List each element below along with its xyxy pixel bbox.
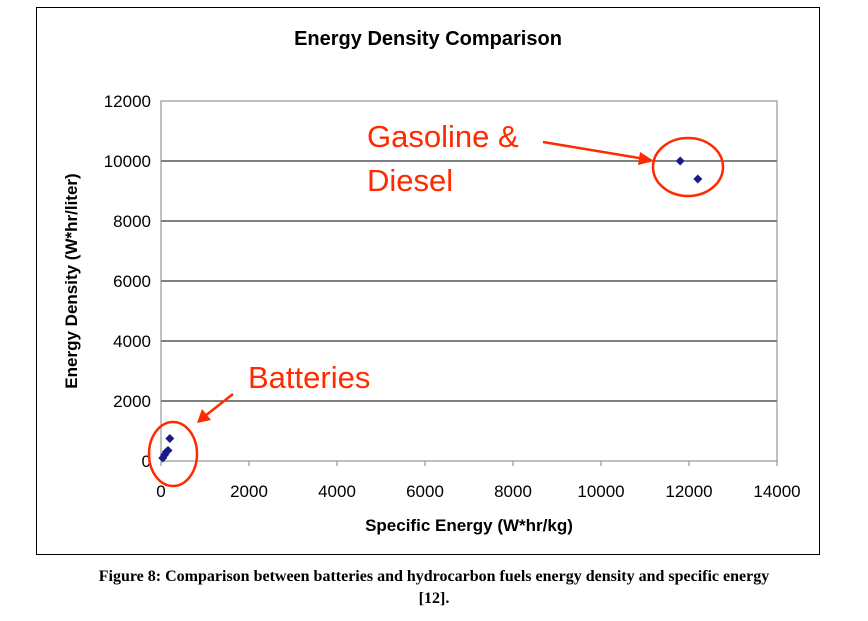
y-tick-label: 8000 — [113, 212, 151, 231]
batteries-circle — [147, 420, 199, 488]
data-points — [158, 156, 703, 463]
x-tick-label: 8000 — [494, 482, 532, 501]
x-tick-label: 6000 — [406, 482, 444, 501]
data-point — [163, 446, 173, 455]
data-point — [160, 450, 170, 460]
x-axis-ticks: 0 2000 4000 6000 8000 10000 12000 14000 — [156, 461, 801, 501]
batteries-arrow-head — [197, 409, 211, 423]
x-axis-label: Specific Energy (W*hr/kg) — [365, 516, 573, 535]
scatter-chart: Energy Density Comparison 0 2000 4000 6000 8… — [62, 28, 801, 535]
gasoline-annotation-line2: Diesel — [367, 163, 453, 198]
x-tick-label: 14000 — [753, 482, 800, 501]
data-point — [165, 434, 175, 443]
y-tick-label: 0 — [142, 452, 151, 471]
data-point — [693, 174, 703, 184]
chart-frame: Energy Density Comparison 0 2000 4000 6000 8… — [36, 7, 820, 555]
y-tick-label: 10000 — [104, 152, 151, 171]
y-tick-label: 6000 — [113, 272, 151, 291]
y-tick-label: 2000 — [113, 392, 151, 411]
gasoline-annotation-line1: Gasoline & — [367, 119, 519, 154]
chart-title: Energy Density Comparison — [294, 28, 562, 50]
y-tick-label: 4000 — [113, 332, 151, 351]
batteries-annotation: Batteries — [248, 360, 370, 395]
data-point — [675, 156, 685, 166]
annotations: Gasoline & Diesel Batteries — [147, 119, 725, 488]
figure-caption: Figure 8: Comparison between batteries a… — [0, 566, 868, 610]
x-tick-label: 2000 — [230, 482, 268, 501]
gasoline-arrow — [542, 140, 646, 161]
x-tick-label: 4000 — [318, 482, 356, 501]
x-tick-label: 0 — [156, 482, 165, 501]
gasoline-circle — [651, 136, 725, 198]
y-axis-ticks: 0 2000 4000 6000 8000 10000 12000 — [104, 92, 151, 471]
gridlines — [161, 160, 777, 402]
gasoline-arrow-head — [638, 152, 654, 165]
x-tick-label: 10000 — [577, 482, 624, 501]
x-tick-label: 12000 — [665, 482, 712, 501]
caption-line-1: Figure 8: Comparison between batteries a… — [98, 568, 770, 585]
y-tick-label: 12000 — [104, 92, 151, 111]
batteries-arrow — [204, 393, 234, 417]
y-axis-label: Energy Density (W*hr/liter) — [62, 173, 81, 388]
plot-area — [160, 100, 778, 462]
caption-line-2: [12]. — [418, 590, 450, 607]
